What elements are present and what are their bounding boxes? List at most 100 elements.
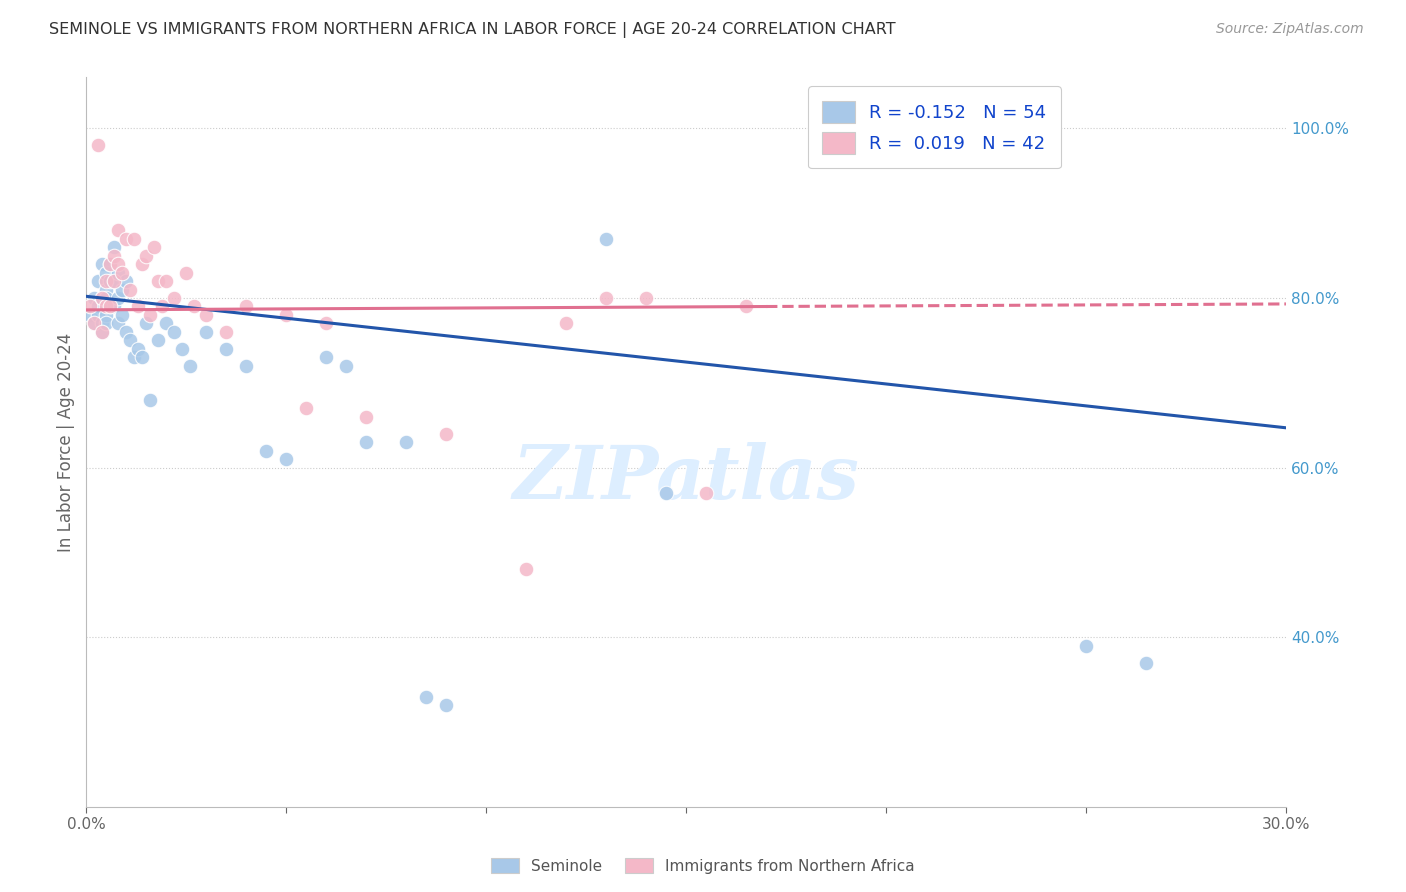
- Point: [87, 308, 110, 322]
- Point: [111, 283, 134, 297]
- Point: [148, 274, 170, 288]
- Point: [96, 300, 118, 314]
- Text: ZIPatlas: ZIPatlas: [513, 442, 859, 515]
- Point: [107, 257, 129, 271]
- Point: [195, 308, 218, 322]
- Point: [276, 452, 298, 467]
- Point: [120, 283, 142, 297]
- Point: [83, 317, 105, 331]
- Point: [111, 308, 134, 322]
- Point: [235, 359, 257, 373]
- Point: [636, 291, 658, 305]
- Point: [150, 300, 173, 314]
- Point: [79, 308, 101, 322]
- Point: [179, 359, 201, 373]
- Point: [174, 266, 197, 280]
- Point: [395, 435, 418, 450]
- Point: [124, 232, 146, 246]
- Point: [79, 300, 101, 314]
- Point: [103, 249, 125, 263]
- Point: [107, 317, 129, 331]
- Point: [91, 291, 114, 305]
- Point: [127, 342, 149, 356]
- Point: [1135, 656, 1157, 670]
- Point: [555, 317, 578, 331]
- Text: SEMINOLE VS IMMIGRANTS FROM NORTHERN AFRICA IN LABOR FORCE | AGE 20-24 CORRELATI: SEMINOLE VS IMMIGRANTS FROM NORTHERN AFR…: [49, 22, 896, 38]
- Point: [195, 325, 218, 339]
- Point: [131, 351, 153, 365]
- Point: [295, 401, 318, 416]
- Point: [91, 325, 114, 339]
- Point: [139, 308, 162, 322]
- Text: Source: ZipAtlas.com: Source: ZipAtlas.com: [1216, 22, 1364, 37]
- Point: [124, 351, 146, 365]
- Point: [115, 325, 138, 339]
- Point: [103, 300, 125, 314]
- Point: [155, 317, 177, 331]
- Point: [354, 435, 377, 450]
- Point: [111, 266, 134, 280]
- Point: [315, 351, 337, 365]
- Point: [98, 257, 121, 271]
- Point: [735, 300, 758, 314]
- Point: [91, 257, 114, 271]
- Point: [135, 317, 157, 331]
- Point: [595, 232, 617, 246]
- Point: [148, 334, 170, 348]
- Point: [87, 300, 110, 314]
- Y-axis label: In Labor Force | Age 20-24: In Labor Force | Age 20-24: [58, 333, 75, 552]
- Point: [98, 300, 121, 314]
- Point: [96, 274, 118, 288]
- Point: [91, 325, 114, 339]
- Point: [103, 274, 125, 288]
- Point: [143, 240, 166, 254]
- Point: [91, 317, 114, 331]
- Point: [98, 300, 121, 314]
- Point: [183, 300, 205, 314]
- Point: [83, 317, 105, 331]
- Point: [115, 274, 138, 288]
- Point: [115, 232, 138, 246]
- Point: [96, 291, 118, 305]
- Point: [515, 562, 537, 576]
- Point: [87, 138, 110, 153]
- Point: [127, 300, 149, 314]
- Point: [83, 291, 105, 305]
- Point: [215, 342, 238, 356]
- Point: [595, 291, 617, 305]
- Point: [276, 308, 298, 322]
- Point: [335, 359, 357, 373]
- Point: [655, 486, 678, 500]
- Point: [107, 266, 129, 280]
- Point: [103, 274, 125, 288]
- Point: [96, 317, 118, 331]
- Point: [1074, 639, 1097, 653]
- Point: [135, 249, 157, 263]
- Point: [434, 698, 457, 713]
- Point: [96, 283, 118, 297]
- Point: [107, 291, 129, 305]
- Point: [91, 291, 114, 305]
- Point: [215, 325, 238, 339]
- Point: [315, 317, 337, 331]
- Point: [96, 266, 118, 280]
- Point: [235, 300, 257, 314]
- Point: [163, 291, 186, 305]
- Point: [155, 274, 177, 288]
- Point: [98, 257, 121, 271]
- Point: [139, 392, 162, 407]
- Point: [434, 426, 457, 441]
- Point: [131, 257, 153, 271]
- Point: [103, 240, 125, 254]
- Point: [695, 486, 717, 500]
- Legend: R = -0.152   N = 54, R =  0.019   N = 42: R = -0.152 N = 54, R = 0.019 N = 42: [808, 87, 1062, 169]
- Point: [354, 409, 377, 424]
- Point: [87, 274, 110, 288]
- Point: [120, 334, 142, 348]
- Point: [163, 325, 186, 339]
- Point: [107, 223, 129, 237]
- Legend: Seminole, Immigrants from Northern Africa: Seminole, Immigrants from Northern Afric…: [485, 852, 921, 880]
- Point: [254, 443, 277, 458]
- Point: [98, 274, 121, 288]
- Point: [172, 342, 194, 356]
